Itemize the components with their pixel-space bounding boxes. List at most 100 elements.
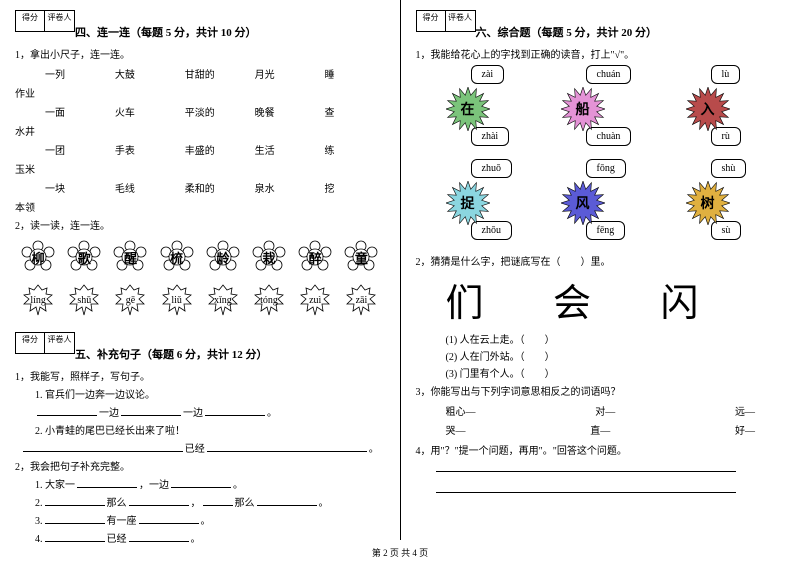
match-cell: 泉水: [255, 180, 305, 195]
match-row: 一团 手表 丰盛的 生活 练: [15, 140, 385, 159]
text: 4.: [35, 534, 43, 545]
flower-shape: 童: [344, 240, 378, 274]
score-cell-grader: 评卷人: [45, 10, 75, 32]
text: 。: [201, 516, 211, 527]
match-row: 一列大鼓甘甜的月光睡: [15, 64, 385, 83]
big-chars: 们 会 闪: [446, 272, 786, 327]
text: 2.: [35, 498, 43, 509]
match-cell: 生活: [255, 142, 305, 157]
match-cell: 丰盛的: [185, 142, 235, 157]
antonym-cell: 好—: [735, 422, 755, 437]
text: 一边: [99, 408, 119, 419]
match-cell: 挖: [325, 180, 375, 195]
leaf-shape: zuì: [297, 282, 333, 318]
starburst-char: 在: [446, 87, 490, 131]
match-cell: 柔和的: [185, 180, 235, 195]
match-row: 一面火车平淡的晚餐查: [15, 102, 385, 121]
flower-shape: 歌: [67, 240, 101, 274]
match-cell: 睡: [325, 66, 375, 81]
score-cell-grader: 评卷人: [45, 332, 75, 354]
match-cell: 练: [325, 142, 375, 157]
row-prefix: 作业: [15, 85, 385, 100]
antonym-cell: 直—: [590, 422, 610, 437]
riddle-line: (1) 人在云上走。（ ）: [446, 331, 786, 346]
s4-q2: 2，读一读，连一连。: [15, 217, 385, 232]
match-area: 一列大鼓甘甜的月光睡作业一面火车平淡的晚餐查水井一团手表丰盛的生活练玉米一块毛线…: [15, 64, 385, 214]
starburst-char: 树: [686, 181, 730, 225]
s4-q1: 1，拿出小尺子，连一连。: [15, 46, 385, 61]
leaf-row: língshūgēliǔxǐngtóngzuìzāi: [15, 282, 385, 318]
right-column: 得分 评卷人 六、综合题（每题 5 分，共计 20 分） 1，我能给花心上的字找…: [401, 0, 800, 540]
starburst-char: 风: [561, 181, 605, 225]
match-cell: 手表: [115, 142, 165, 157]
match-cell: 一列: [45, 66, 95, 81]
match-cell: 火车: [115, 104, 165, 119]
score-cell-grader: 评卷人: [446, 10, 476, 32]
match-cell: 晚餐: [255, 104, 305, 119]
text: ，一边: [139, 480, 169, 491]
s5-q1b: 一边一边。: [35, 404, 385, 419]
text: 3.: [35, 516, 43, 527]
s5-l3: 3. 有一座 。: [35, 512, 385, 527]
pinyin-option[interactable]: zhuō: [471, 159, 512, 178]
s6-q3: 3，你能写出与下列字词意思相反之的词语吗？: [416, 383, 786, 398]
score-cell-score: 得分: [15, 332, 45, 354]
s5-q1c: 2. 小青蛙的尾巴已经长出来了啦！: [35, 422, 385, 437]
s5-l1: 1. 大家一，一边。: [35, 476, 385, 491]
leaf-shape: tóng: [251, 282, 287, 318]
text: ，: [191, 498, 201, 509]
section6-title: 六、综合题（每题 5 分，共计 20 分）: [476, 24, 786, 40]
pinyin-option[interactable]: fōng: [586, 159, 626, 178]
s5-l4: 4. 已经 。: [35, 530, 385, 545]
riddles: (1) 人在云上走。（ ）(2) 人在门外站。（ ）(3) 门里有个人。（ ）: [416, 331, 786, 380]
text: 有一座: [107, 516, 137, 527]
score-cell-score: 得分: [416, 10, 446, 32]
s5-q1c-blank: 已经。: [15, 440, 385, 455]
s6-q1: 1，我能给花心上的字找到正确的读音，打上"√"。: [416, 46, 786, 61]
left-column: 得分 评卷人 四、连一连（每题 5 分，共计 10 分） 1，拿出小尺子，连一连…: [0, 0, 401, 540]
flower-shape: 醒: [113, 240, 147, 274]
answer-line-1: [416, 460, 786, 475]
match-cell: 一团: [45, 142, 95, 157]
antonym-cell: 对—: [595, 403, 615, 418]
text: 那么: [107, 498, 127, 509]
flower-shape: 龄: [206, 240, 240, 274]
score-cell-score: 得分: [15, 10, 45, 32]
pinyin-option[interactable]: shù: [711, 159, 747, 178]
text: 。: [191, 534, 201, 545]
match-cell: 一块: [45, 180, 95, 195]
leaf-shape: gē: [112, 282, 148, 318]
match-cell: 查: [325, 104, 375, 119]
flower-shape: 柳: [21, 240, 55, 274]
leaf-shape: xǐng: [205, 282, 241, 318]
s6-q4: 4，用"？"提一个问题，再用"。"回答这个问题。: [416, 442, 786, 457]
pinyin-option[interactable]: chuán: [586, 65, 632, 84]
flower-row: 柳歌醒梳龄栽醉童: [15, 240, 385, 274]
antonym-cell: 远—: [735, 403, 755, 418]
pinyin-option[interactable]: zài: [471, 65, 505, 84]
match-cell: 月光: [255, 66, 305, 81]
s5-l2: 2.那么，那么。: [35, 494, 385, 509]
text: 一边: [183, 408, 203, 419]
antonym-row: 哭—直—好—: [416, 420, 786, 439]
text: 已经: [107, 534, 127, 545]
pinyin-option[interactable]: lù: [711, 65, 741, 84]
starburst-char: 船: [561, 87, 605, 131]
starburst-char: 捉: [446, 181, 490, 225]
leaf-shape: liǔ: [159, 282, 195, 318]
burst-row-1: zàizhài在chuánchuàn船lùrù入: [416, 65, 786, 155]
s5-q1: 1，我能写，照样子，写句子。: [15, 368, 385, 383]
s6-q2: 2，猜猜是什么字，把谜底写在（ ）里。: [416, 253, 786, 268]
match-row: 一块毛线柔和的泉水挖: [15, 178, 385, 197]
text: 1. 大家一: [35, 480, 75, 491]
answer-line-2: [416, 481, 786, 496]
riddle-line: (2) 人在门外站。（ ）: [446, 348, 786, 363]
antonym-row: 粗心— 对— 远—: [416, 401, 786, 420]
leaf-shape: shū: [66, 282, 102, 318]
flower-shape: 栽: [252, 240, 286, 274]
section4-title: 四、连一连（每题 5 分，共计 10 分）: [75, 24, 385, 40]
burst-row-2: zhuōzhōu捉fōngfēng风shùsù树: [416, 159, 786, 249]
starburst-char: 入: [686, 87, 730, 131]
match-cell: 一面: [45, 104, 95, 119]
antonym-cell: 粗心—: [446, 403, 476, 418]
